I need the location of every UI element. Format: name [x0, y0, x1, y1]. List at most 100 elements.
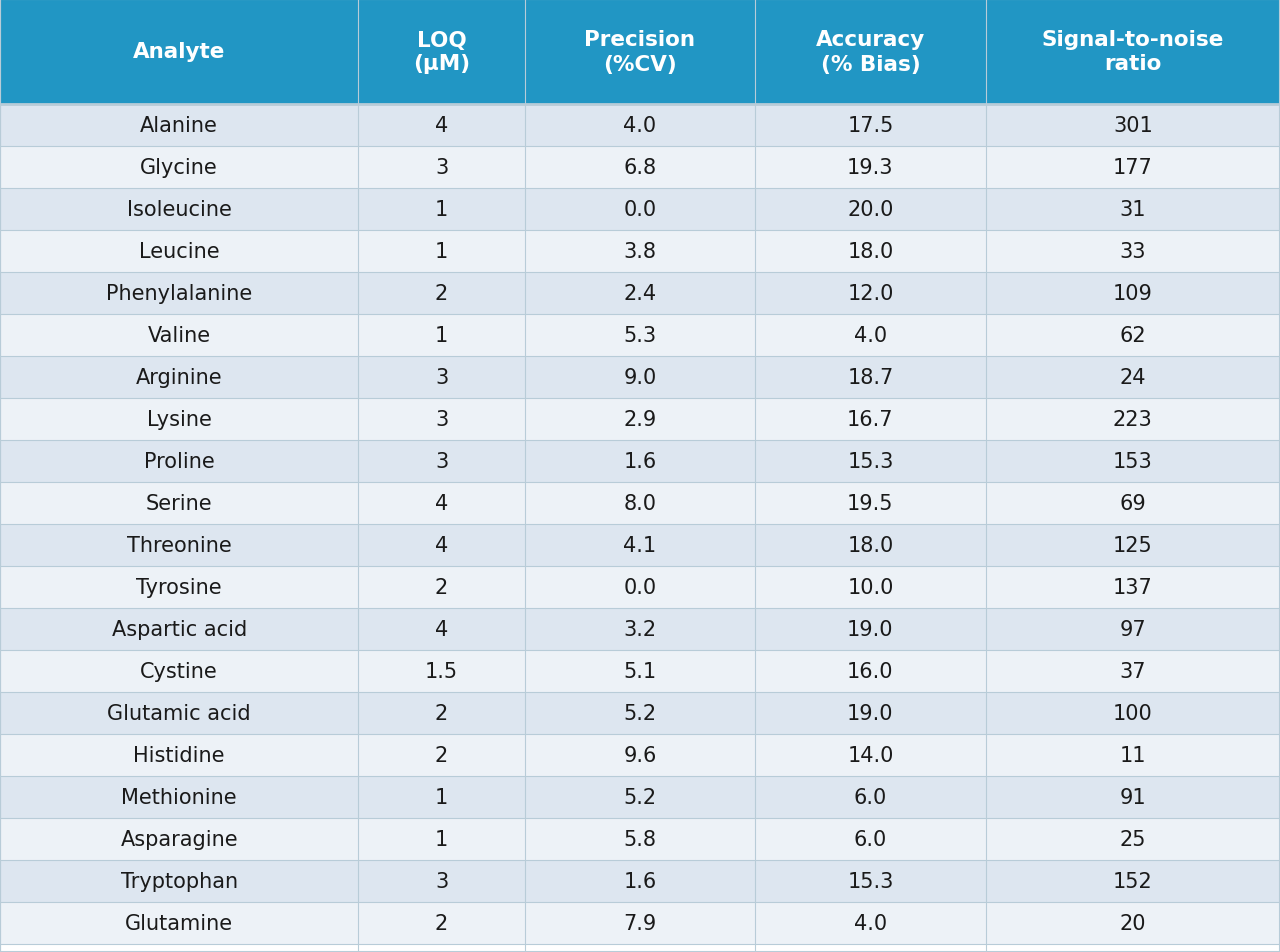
Bar — [0, 357, 1280, 399]
Text: 3: 3 — [435, 871, 448, 891]
Text: Signal-to-noise
ratio: Signal-to-noise ratio — [1042, 30, 1224, 74]
Text: 2.4: 2.4 — [623, 284, 657, 304]
Text: 6.8: 6.8 — [623, 158, 657, 178]
Bar — [0, 566, 1280, 608]
Text: 11: 11 — [1120, 745, 1146, 765]
Text: Glutamic acid: Glutamic acid — [108, 704, 251, 724]
Text: 15.3: 15.3 — [847, 451, 893, 471]
Text: 4: 4 — [435, 535, 448, 555]
Bar — [0, 105, 1280, 147]
Text: Asparagine: Asparagine — [120, 829, 238, 849]
Text: 5.2: 5.2 — [623, 787, 657, 807]
Text: Aspartic acid: Aspartic acid — [111, 620, 247, 640]
Text: 2.9: 2.9 — [623, 409, 657, 429]
Text: Phenylalanine: Phenylalanine — [106, 284, 252, 304]
Text: 1: 1 — [435, 200, 448, 220]
Text: 1.6: 1.6 — [623, 451, 657, 471]
Bar — [0, 860, 1280, 902]
Text: 18.0: 18.0 — [847, 242, 893, 262]
Bar — [0, 315, 1280, 357]
Text: 9.0: 9.0 — [623, 367, 657, 387]
Bar — [0, 525, 1280, 566]
Text: 8.0: 8.0 — [623, 493, 657, 513]
Text: 100: 100 — [1112, 704, 1153, 724]
Text: Proline: Proline — [143, 451, 215, 471]
Text: 10.0: 10.0 — [847, 578, 893, 597]
Text: 1: 1 — [435, 242, 448, 262]
Text: 0.0: 0.0 — [623, 200, 657, 220]
Text: LOQ
(μM): LOQ (μM) — [413, 30, 470, 74]
Text: 19.0: 19.0 — [847, 620, 893, 640]
Text: 3: 3 — [435, 367, 448, 387]
Text: 5.3: 5.3 — [623, 326, 657, 346]
Text: 24: 24 — [1120, 367, 1146, 387]
Text: 4: 4 — [435, 493, 448, 513]
Text: 91: 91 — [1120, 787, 1146, 807]
Text: 20.0: 20.0 — [847, 200, 893, 220]
Text: 18.0: 18.0 — [847, 535, 893, 555]
Text: Analyte: Analyte — [133, 43, 225, 63]
Bar — [0, 734, 1280, 776]
Text: Arginine: Arginine — [136, 367, 223, 387]
Text: Lysine: Lysine — [147, 409, 211, 429]
Text: 37: 37 — [1120, 662, 1146, 682]
Text: 69: 69 — [1120, 493, 1146, 513]
Text: 18.7: 18.7 — [847, 367, 893, 387]
Text: Alanine: Alanine — [141, 116, 218, 136]
Text: 62: 62 — [1120, 326, 1146, 346]
Bar — [0, 441, 1280, 483]
Text: Valine: Valine — [147, 326, 211, 346]
Text: 3: 3 — [435, 451, 448, 471]
Text: Glutamine: Glutamine — [125, 913, 233, 933]
Text: 19.5: 19.5 — [847, 493, 893, 513]
Text: 223: 223 — [1112, 409, 1153, 429]
Text: 5.1: 5.1 — [623, 662, 657, 682]
Text: Tryptophan: Tryptophan — [120, 871, 238, 891]
Text: 4.0: 4.0 — [623, 116, 657, 136]
Text: 31: 31 — [1120, 200, 1146, 220]
Text: 2: 2 — [435, 578, 448, 597]
Text: 20: 20 — [1120, 913, 1146, 933]
Text: 2: 2 — [435, 745, 448, 765]
Text: 15.3: 15.3 — [847, 871, 893, 891]
Bar — [0, 483, 1280, 525]
Text: 6.0: 6.0 — [854, 787, 887, 807]
Bar — [0, 272, 1280, 315]
Text: Tyrosine: Tyrosine — [137, 578, 221, 597]
Bar — [0, 399, 1280, 441]
Text: Isoleucine: Isoleucine — [127, 200, 232, 220]
Text: Methionine: Methionine — [122, 787, 237, 807]
Bar — [0, 650, 1280, 692]
Text: Precision
(%CV): Precision (%CV) — [585, 30, 695, 74]
Bar — [0, 147, 1280, 188]
Text: Serine: Serine — [146, 493, 212, 513]
Text: 12.0: 12.0 — [847, 284, 893, 304]
Bar — [0, 692, 1280, 734]
Text: 25: 25 — [1120, 829, 1146, 849]
Bar — [0, 188, 1280, 230]
Text: 152: 152 — [1112, 871, 1153, 891]
Text: 16.0: 16.0 — [847, 662, 893, 682]
Text: 7.9: 7.9 — [623, 913, 657, 933]
Text: 3: 3 — [435, 409, 448, 429]
Text: 4.1: 4.1 — [623, 535, 657, 555]
Text: Cystine: Cystine — [141, 662, 218, 682]
Text: 3.2: 3.2 — [623, 620, 657, 640]
Text: 2: 2 — [435, 284, 448, 304]
Text: 5.2: 5.2 — [623, 704, 657, 724]
Text: Glycine: Glycine — [141, 158, 218, 178]
Text: 14.0: 14.0 — [847, 745, 893, 765]
Text: 1: 1 — [435, 787, 448, 807]
Bar — [0, 0, 1280, 105]
Text: 1: 1 — [435, 829, 448, 849]
Bar — [0, 902, 1280, 944]
Text: 4.0: 4.0 — [854, 326, 887, 346]
Text: 109: 109 — [1112, 284, 1153, 304]
Text: 301: 301 — [1112, 116, 1153, 136]
Bar — [0, 230, 1280, 272]
Text: 17.5: 17.5 — [847, 116, 893, 136]
Text: 2: 2 — [435, 913, 448, 933]
Text: 1: 1 — [435, 326, 448, 346]
Text: Histidine: Histidine — [133, 745, 225, 765]
Text: Accuracy
(% Bias): Accuracy (% Bias) — [815, 30, 925, 74]
